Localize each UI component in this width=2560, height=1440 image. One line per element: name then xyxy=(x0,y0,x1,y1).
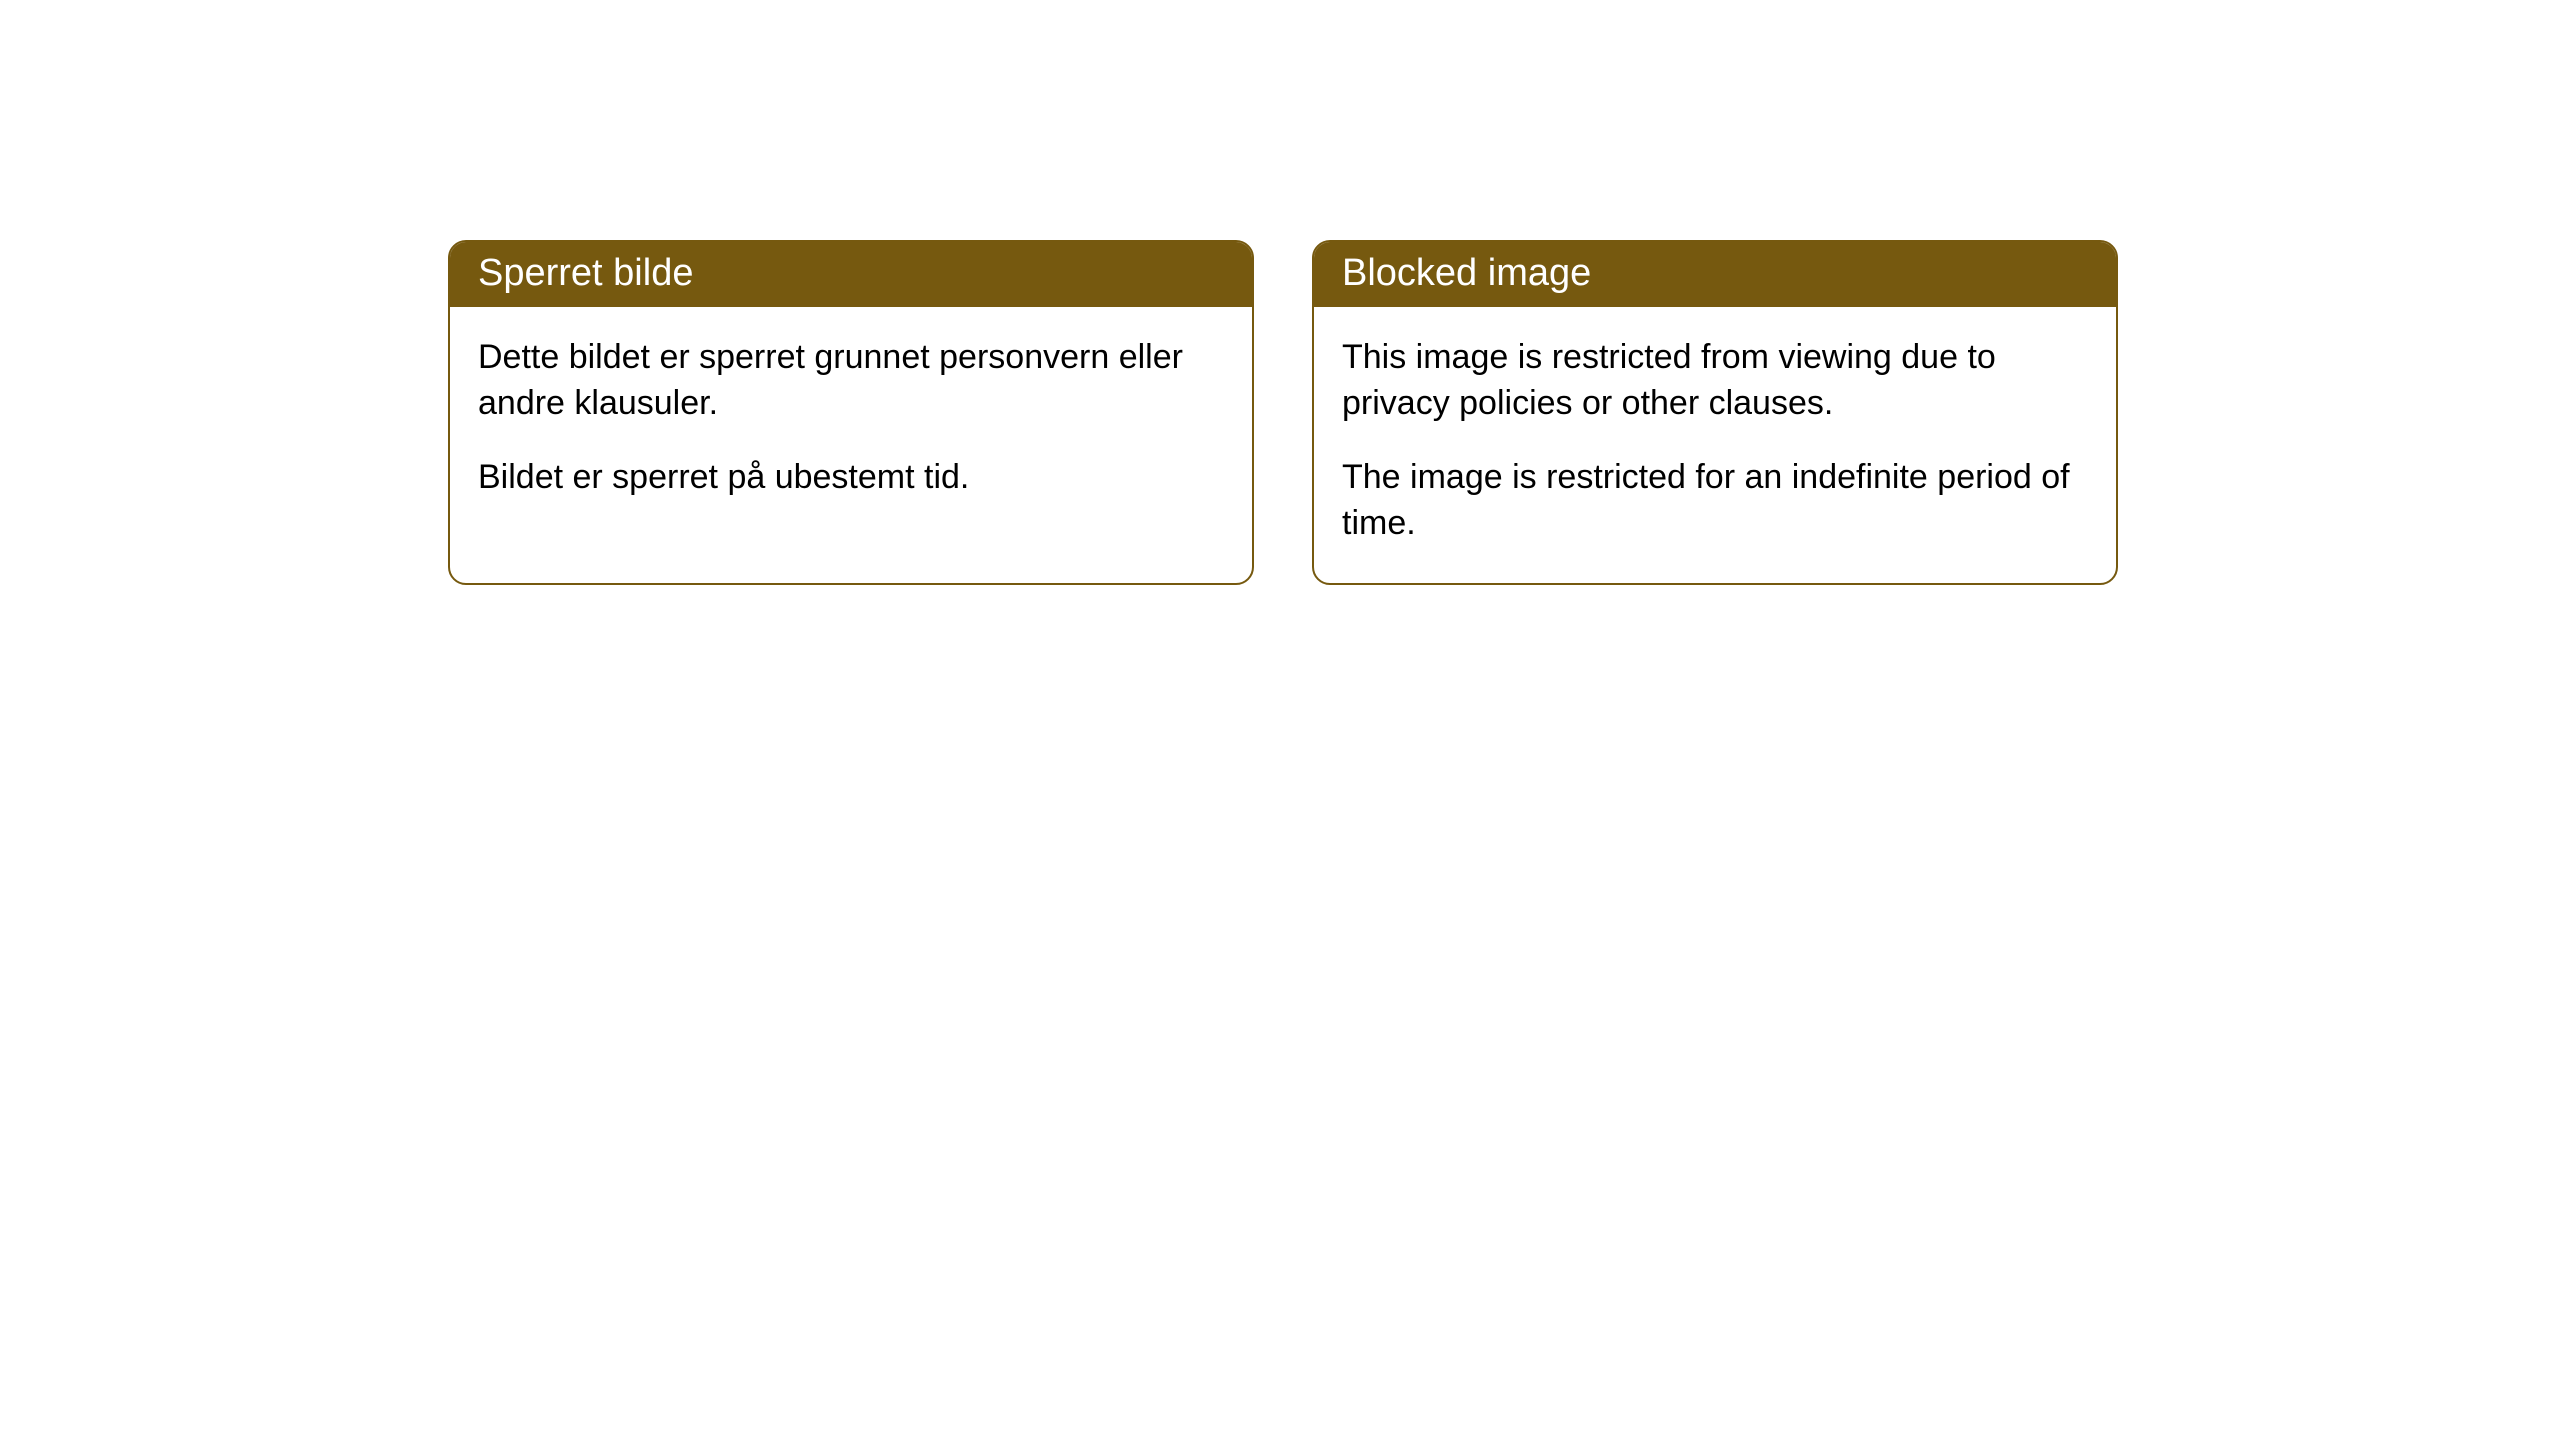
blocked-image-card-norwegian: Sperret bilde Dette bildet er sperret gr… xyxy=(448,240,1254,585)
card-body: Dette bildet er sperret grunnet personve… xyxy=(450,307,1252,537)
card-paragraph: Dette bildet er sperret grunnet personve… xyxy=(478,335,1224,427)
blocked-image-card-english: Blocked image This image is restricted f… xyxy=(1312,240,2118,585)
card-body: This image is restricted from viewing du… xyxy=(1314,307,2116,583)
card-header: Sperret bilde xyxy=(450,242,1252,307)
card-header: Blocked image xyxy=(1314,242,2116,307)
card-paragraph: The image is restricted for an indefinit… xyxy=(1342,455,2088,547)
cards-container: Sperret bilde Dette bildet er sperret gr… xyxy=(448,240,2560,585)
card-paragraph: Bildet er sperret på ubestemt tid. xyxy=(478,455,1224,501)
card-paragraph: This image is restricted from viewing du… xyxy=(1342,335,2088,427)
